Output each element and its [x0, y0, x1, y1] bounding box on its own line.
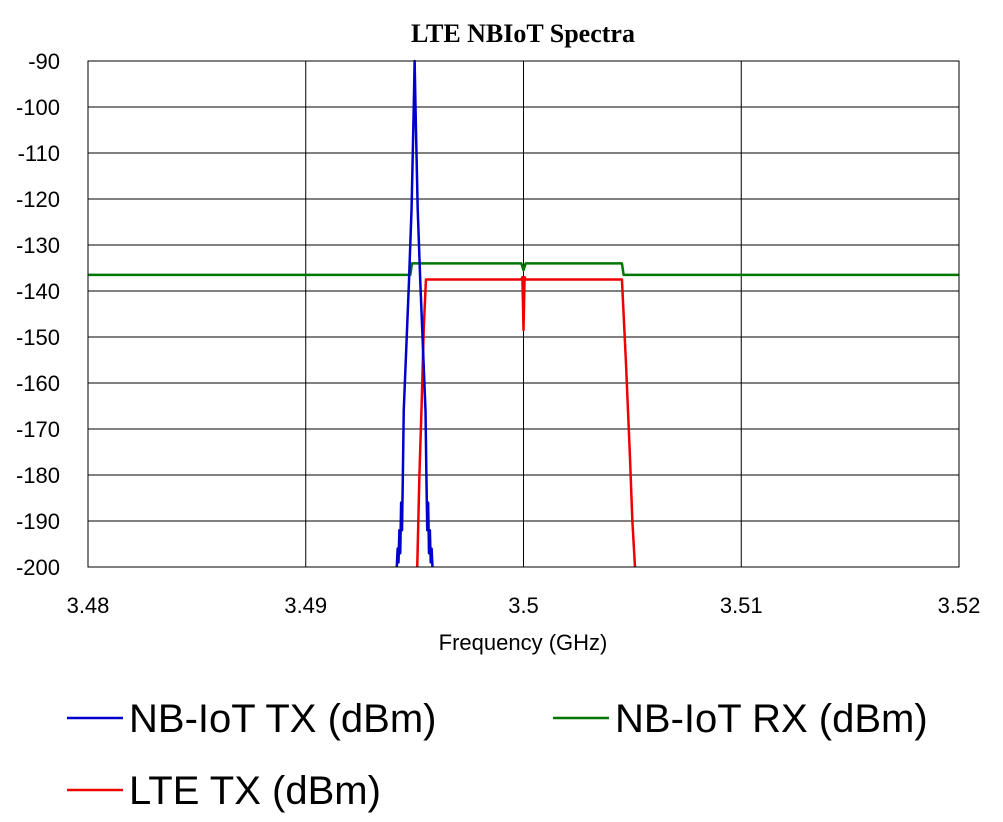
legend-label: NB-IoT TX (dBm)	[129, 697, 436, 741]
y-tick-labels: -90 -100 -110 -120 -130 -140 -150 -160 -170 -180 -…	[16, 49, 60, 580]
plot-frame	[87, 60, 960, 568]
y-tick-label: -200	[16, 555, 60, 580]
x-tick-label: 3.5	[508, 593, 539, 618]
y-tick-label: -180	[16, 463, 60, 488]
chart-title: LTE NBIoT Spectra	[411, 19, 635, 48]
x-tick-label: 3.49	[284, 593, 327, 618]
series-line-0	[395, 59, 434, 568]
y-tick-label: -130	[16, 233, 60, 258]
legend: NB-IoT TX (dBm) NB-IoT RX (dBm) LTE TX (dB…	[67, 697, 928, 813]
x-tick-labels: 3.48 3.49 3.5 3.51 3.52	[67, 593, 981, 618]
y-tick-label: -90	[28, 49, 60, 74]
legend-label: NB-IoT RX (dBm)	[615, 697, 928, 741]
x-axis-label: Frequency (GHz)	[439, 630, 608, 655]
series-line-2	[415, 275, 637, 568]
y-tick-label: -150	[16, 325, 60, 350]
y-tick-label: -140	[16, 279, 60, 304]
series-line-1	[88, 262, 959, 277]
legend-label: LTE TX (dBm)	[129, 769, 381, 813]
y-tick-label: -160	[16, 371, 60, 396]
y-tick-label: -170	[16, 417, 60, 442]
x-tick-label: 3.52	[938, 593, 981, 618]
y-tick-label: -190	[16, 509, 60, 534]
x-tick-label: 3.51	[720, 593, 763, 618]
y-tick-label: -100	[16, 95, 60, 120]
y-tick-label: -110	[18, 141, 60, 166]
y-tick-label: -120	[16, 187, 60, 212]
x-tick-label: 3.48	[67, 593, 110, 618]
